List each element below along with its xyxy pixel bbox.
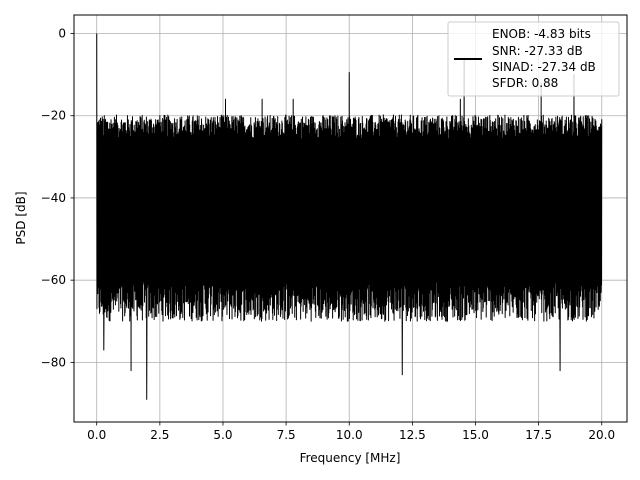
x-tick-label: 0.0 [87,428,106,442]
legend-line-sinad: SINAD: -27.34 dB [492,60,596,74]
x-tick-label: 7.5 [277,428,296,442]
x-tick-label: 2.5 [150,428,169,442]
x-tick-label: 5.0 [213,428,232,442]
legend-line-sfdr: SFDR: 0.88 [492,76,558,90]
x-tick-label: 17.5 [525,428,552,442]
x-axis-ticks: 0.0 2.5 5.0 7.5 10.0 12.5 15.0 17.5 20.0 [87,422,615,442]
y-axis-ticks: 0 −20 −40 −60 −80 [41,27,74,369]
x-tick-label: 10.0 [336,428,363,442]
x-tick-label: 12.5 [399,428,426,442]
y-tick-label: −20 [41,109,66,123]
y-tick-label: −40 [41,191,66,205]
legend-line-enob: ENOB: -4.83 bits [492,27,591,41]
y-tick-label: −80 [41,355,66,369]
y-axis-label: PSD [dB] [14,191,28,244]
legend-line-snr: SNR: -27.33 dB [492,44,583,58]
x-axis-label: Frequency [MHz] [300,451,401,465]
psd-series-line [96,33,603,400]
legend-box [447,21,620,97]
x-tick-label: 15.0 [462,428,489,442]
legend: ENOB: -4.83 bits SNR: -27.33 dB SINAD: -… [447,21,620,97]
x-tick-label: 20.0 [588,428,615,442]
y-tick-label: −60 [41,273,66,287]
psd-line-group [96,33,603,400]
y-tick-label: 0 [58,27,66,41]
axes-frame [73,14,628,423]
